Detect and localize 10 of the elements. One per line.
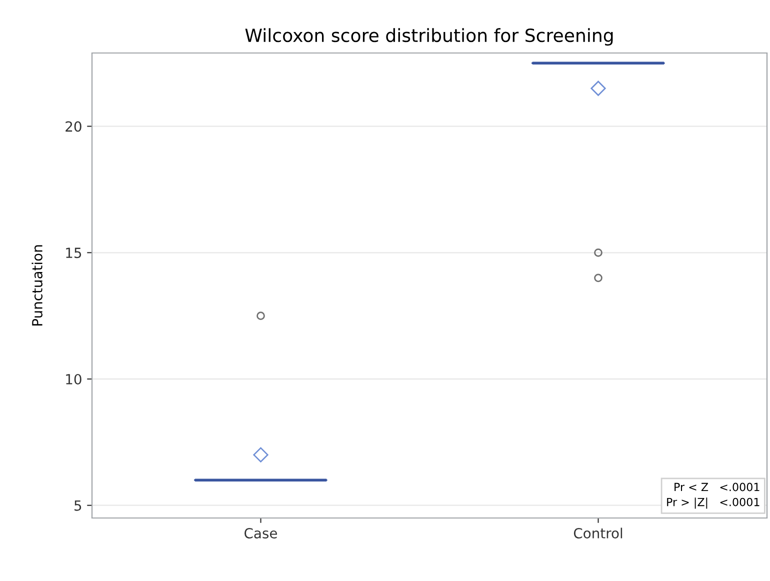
- annotation: Pr < Z <.0001: [674, 482, 760, 492]
- y-tick-label: 10: [66, 374, 82, 384]
- chart-title: Wilcoxon score distribution for Screening: [245, 28, 613, 46]
- x-tick-label: Case: [244, 528, 278, 538]
- x-tick-label: Control: [574, 528, 622, 538]
- y-axis-title: Punctuation: [32, 245, 42, 326]
- y-tick-label: 20: [66, 121, 82, 132]
- annotation: Pr > |Z| <.0001: [667, 498, 760, 509]
- y-tick-label: 15: [66, 248, 82, 258]
- y-tick-label: 5: [74, 500, 82, 511]
